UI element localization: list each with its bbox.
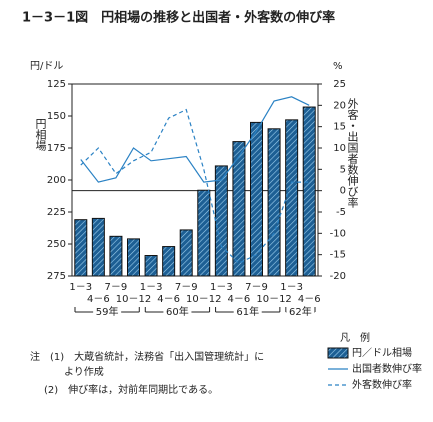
legend-title: 凡 例 [340, 331, 370, 344]
y2-tick-label: -10 [330, 228, 346, 239]
group-label: 59年 [96, 305, 119, 318]
legend-label: 外客数伸び率 [352, 378, 412, 391]
y-tick-label: 275 [47, 271, 66, 282]
legend-swatch [327, 347, 349, 359]
y2-tick-label: 20 [333, 100, 346, 111]
note: 注 (1) 大蔵省統計，法務省「出入国管理統計」に [30, 350, 264, 363]
y-tick-label: 150 [47, 111, 66, 122]
x-tick-label: 4－6 [87, 294, 110, 305]
bar [250, 121, 263, 277]
bar [162, 246, 176, 277]
x-tick-label: 7－9 [245, 282, 268, 293]
bar [91, 217, 105, 277]
x-tick-label: 10－12 [186, 294, 221, 305]
y2-tick-label: 10 [333, 143, 346, 154]
y-tick-label: 225 [47, 207, 66, 218]
x-tick-label: 1－3 [69, 282, 92, 293]
line [80, 96, 310, 183]
x-tick-label: 1－3 [280, 282, 303, 293]
x-tick-label: 1－3 [210, 282, 233, 293]
y2-tick-label: 0 [340, 186, 346, 197]
y-tick-label: 200 [47, 175, 66, 186]
chart-title: 1－3－1図 円相場の推移と出国者・外客数の伸び率 [22, 10, 335, 26]
bar [302, 106, 316, 277]
y-tick-label: 175 [47, 143, 66, 154]
x-tick-label: 7－9 [105, 282, 128, 293]
x-tick-label: 4－6 [298, 294, 321, 305]
bar [144, 255, 158, 277]
legend-label: 出国者数伸び率 [352, 362, 422, 375]
y-tick-label: 125 [47, 79, 66, 90]
x-tick-label: 10－12 [256, 294, 291, 305]
y2-axis-label: 外客・出国者数伸び率 [346, 98, 359, 209]
group-label-bg [163, 306, 192, 318]
bar [127, 238, 140, 277]
bar [267, 128, 281, 277]
bar [109, 235, 123, 277]
x-tick-label: 1－3 [140, 282, 163, 293]
group-label: 62年 [289, 305, 312, 318]
y2-unit: % [333, 61, 343, 72]
group-label: 60年 [166, 305, 189, 318]
bar [232, 141, 246, 277]
bar [285, 119, 299, 277]
x-tick-label: 7－9 [175, 282, 198, 293]
y2-tick-label: -5 [336, 207, 346, 218]
bar [74, 219, 88, 277]
group-label-bg [93, 306, 122, 318]
y-unit: 円/ドル [30, 61, 63, 72]
legend-label: 円／ドル相場 [352, 346, 412, 359]
y2-tick-label: 25 [333, 79, 346, 90]
bar [214, 165, 228, 277]
bar [179, 229, 193, 277]
y2-tick-label: -15 [330, 250, 346, 261]
y-tick-label: 250 [47, 239, 66, 250]
x-tick-label: 10－12 [116, 294, 151, 305]
note: (2) 伸び率は，対前年同期比である。 [44, 383, 218, 396]
bar [197, 189, 211, 277]
note: より作成 [64, 366, 104, 378]
group-label-bg [233, 306, 262, 318]
line [80, 108, 310, 264]
x-tick-label: 4－6 [157, 294, 180, 305]
y2-tick-label: 15 [333, 122, 346, 133]
x-tick-label: 4－6 [228, 294, 251, 305]
y2-tick-label: -20 [330, 271, 346, 282]
group-label: 61年 [236, 305, 259, 318]
y-axis-label: 円相場 [34, 118, 47, 152]
group-label-bg [286, 306, 315, 318]
y2-tick-label: 5 [340, 164, 346, 175]
